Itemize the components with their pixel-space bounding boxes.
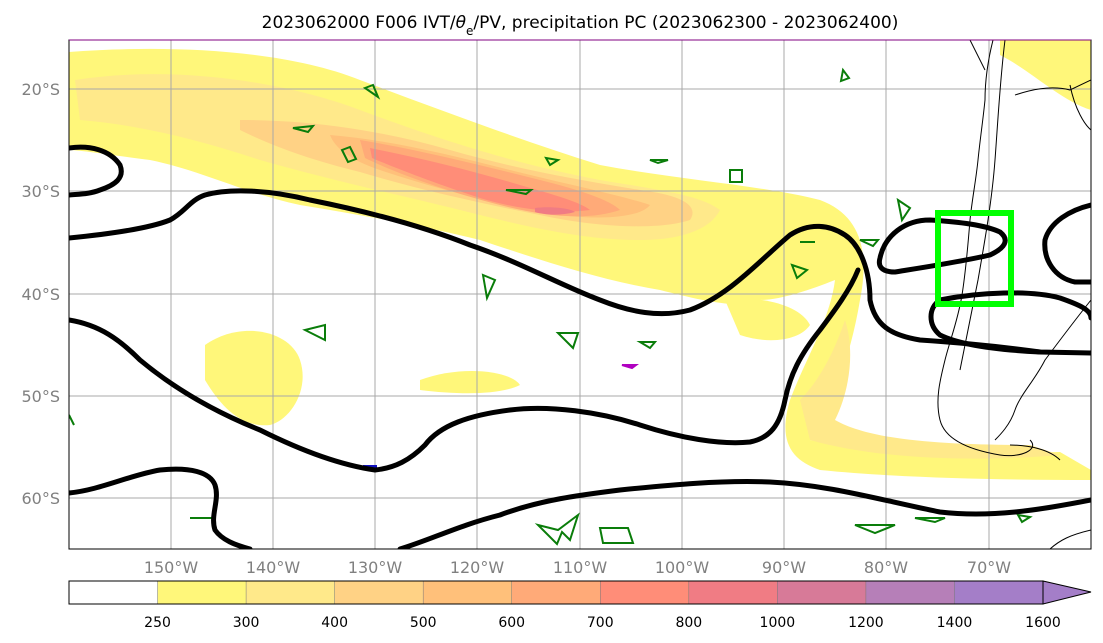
colorbar-tick-label: 1400 <box>937 615 973 631</box>
precipitation-contours <box>69 67 1033 546</box>
tierra-del-fuego <box>1009 444 1061 461</box>
ivt-band-250-d <box>725 298 810 341</box>
contour-north <box>69 188 1091 356</box>
magenta-feature <box>621 364 639 370</box>
colorbar-frame <box>68 580 1044 605</box>
region-highlight-box <box>935 210 1014 307</box>
contour-chile-loop <box>876 217 1008 275</box>
peru-coast <box>969 40 986 71</box>
contour-south <box>69 267 861 473</box>
colorbar-segment <box>511 580 602 605</box>
argentina-east-coast <box>994 299 1091 441</box>
colorbar-labels: 250 300 400 500 600 700 800 1000 1200 1400 1600 <box>144 615 1061 631</box>
colorbar-tick-label: 600 <box>498 615 525 631</box>
bolivia-border <box>1014 79 1091 96</box>
colorbar-tick-label: 800 <box>675 615 702 631</box>
colorbar: 250 300 400 500 600 700 800 1000 1200 1400 1600 <box>68 580 1092 631</box>
map-area <box>68 39 1092 550</box>
colorbar-tick-label: 250 <box>144 615 171 631</box>
lat-label: 60°S <box>21 489 60 508</box>
colorbar-segment <box>422 580 513 605</box>
paraguay-border <box>1069 84 1091 131</box>
lat-label: 50°S <box>21 387 60 406</box>
ivt-band-250-c <box>420 370 520 394</box>
antarctic-peninsula <box>1049 529 1091 549</box>
lon-label: 100°W <box>655 558 710 577</box>
lon-label: 130°W <box>348 558 403 577</box>
colorbar-tick-label: 700 <box>587 615 614 631</box>
colorbar-tick-label: 300 <box>233 615 260 631</box>
lon-label: 150°W <box>144 558 199 577</box>
colorbar-segment <box>600 580 690 605</box>
map-title: 2023062000 F006 IVT/θe/PV, precipitation… <box>262 13 899 38</box>
contour-east-loop <box>1042 202 1091 285</box>
contour-northwest <box>69 144 124 198</box>
lon-label: 140°W <box>246 558 301 577</box>
colorbar-segment <box>157 580 247 605</box>
colorbar-segment <box>334 580 424 605</box>
contour-southwest <box>69 466 253 549</box>
lat-label: 30°S <box>21 182 60 201</box>
colorbar-segment <box>245 580 336 605</box>
latitude-labels: 20°S 30°S 40°S 50°S 60°S <box>21 80 60 508</box>
contour-far-south <box>397 479 1091 549</box>
lat-label: 40°S <box>21 285 60 304</box>
lon-label: 120°W <box>450 558 505 577</box>
colorbar-segment <box>69 581 159 604</box>
colorbar-tick-label: 1200 <box>848 615 884 631</box>
colorbar-segment <box>777 580 867 605</box>
colorbar-tick-label: 400 <box>321 615 348 631</box>
ivt-band-250-e <box>1000 40 1091 110</box>
colorbar-segment <box>954 580 1044 605</box>
colorbar-extend-arrow <box>1042 580 1092 605</box>
lon-label: 90°W <box>762 558 806 577</box>
colorbar-tick-label: 1600 <box>1025 615 1061 631</box>
pv-contours <box>69 144 1091 549</box>
colorbar-segments <box>69 580 1044 605</box>
colorbar-segment <box>688 580 779 605</box>
ivt-band-800 <box>535 207 575 215</box>
lat-label: 20°S <box>21 80 60 99</box>
ivt-band-250-b <box>205 330 303 426</box>
colorbar-segment <box>865 580 956 605</box>
lon-label: 110°W <box>553 558 608 577</box>
colorbar-tick-label: 1000 <box>760 615 796 631</box>
longitude-labels: 150°W 140°W 130°W 120°W 110°W 100°W 90°W… <box>144 558 1011 577</box>
lon-label: 70°W <box>967 558 1011 577</box>
ivt-band-700 <box>370 148 590 212</box>
contour-patagonia-loop <box>928 290 1091 355</box>
lon-label: 80°W <box>864 558 908 577</box>
colorbar-tick-label: 500 <box>410 615 437 631</box>
